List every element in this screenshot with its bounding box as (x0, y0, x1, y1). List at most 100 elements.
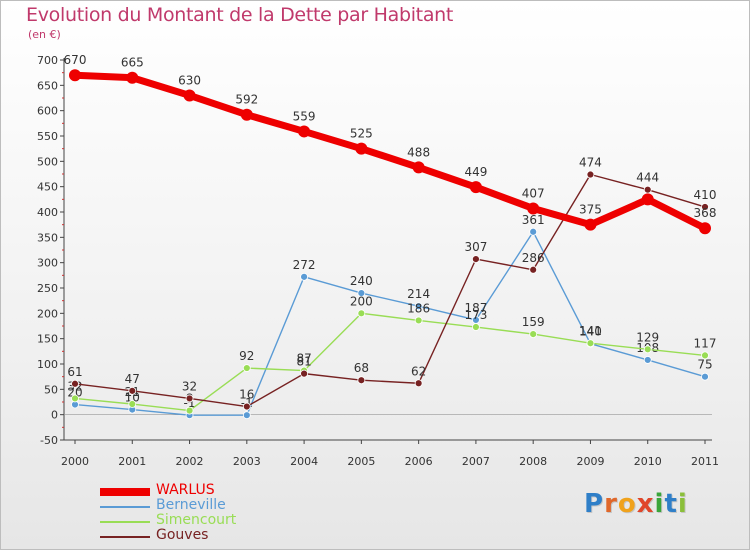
data-label: 559 (293, 109, 316, 123)
data-point (472, 323, 480, 331)
x-tick-label: 2010 (634, 455, 662, 468)
data-point (128, 386, 137, 395)
data-point (701, 372, 709, 381)
y-tick-label: 500 (37, 155, 58, 168)
logo-letter: r (604, 489, 618, 519)
data-point (185, 394, 194, 403)
data-point (242, 364, 251, 372)
chart-unit-label: (en €) (28, 28, 61, 41)
data-point (300, 272, 308, 281)
y-tick-label: 300 (37, 257, 58, 270)
data-point (469, 181, 482, 194)
chart-legend: WARLUS Berneville Simencourt Gouves (100, 482, 360, 544)
legend-swatch (100, 536, 150, 538)
series-line-gouves (74, 173, 706, 408)
y-tick-label: 250 (37, 282, 58, 295)
data-label: 92 (239, 349, 254, 363)
y-tick-label: 450 (37, 181, 58, 194)
legend-swatch (100, 521, 150, 523)
logo-letter: i (654, 489, 665, 519)
legend-label: Simencourt (156, 512, 237, 528)
data-label: 140 (579, 325, 602, 339)
data-point (643, 345, 652, 354)
data-point (412, 161, 425, 174)
data-point (643, 185, 652, 194)
legend-item-berneville: Berneville (100, 497, 360, 514)
legend-item-gouves: Gouves (100, 527, 360, 544)
x-tick-label: 2009 (576, 455, 604, 468)
data-point (527, 202, 540, 215)
data-label: 200 (350, 294, 373, 308)
y-tick-label: 650 (37, 79, 58, 92)
data-label: 307 (464, 240, 487, 254)
data-point (71, 379, 79, 388)
data-point (126, 71, 139, 84)
data-point (529, 265, 538, 274)
x-tick-label: 2001 (118, 455, 146, 468)
data-point (529, 330, 538, 339)
data-label: 407 (522, 186, 545, 200)
series-line-berneville (74, 231, 706, 416)
x-tick-label: 2005 (347, 455, 375, 468)
x-tick-label: 2002 (176, 455, 204, 468)
data-label: 488 (407, 145, 430, 159)
y-tick-label: 400 (37, 206, 58, 219)
data-label: 47 (125, 372, 140, 386)
y-tick-label: 700 (37, 54, 58, 67)
data-label: 361 (522, 213, 545, 227)
y-tick-label: 200 (37, 307, 58, 320)
data-label: 129 (636, 330, 659, 344)
data-point (529, 227, 538, 236)
y-tick-label: 550 (37, 130, 58, 143)
data-label: 286 (522, 251, 545, 265)
data-label: 62 (411, 364, 426, 378)
data-label: -1 (184, 396, 196, 410)
data-point (641, 193, 654, 206)
data-label: 272 (293, 258, 316, 272)
logo-letter: o (617, 489, 637, 519)
data-point (643, 356, 652, 364)
data-point (586, 170, 595, 179)
data-point (701, 351, 709, 360)
x-tick-label: 2007 (462, 455, 490, 468)
data-label: 186 (407, 301, 430, 315)
x-tick-label: 2004 (290, 455, 318, 468)
data-point (242, 402, 251, 411)
legend-label: Berneville (156, 497, 226, 513)
data-label: 81 (296, 355, 311, 369)
x-tick-label: 2000 (61, 455, 89, 468)
data-label: 449 (464, 165, 487, 179)
y-tick-label: 0 (51, 409, 58, 422)
y-tick-label: 600 (37, 105, 58, 118)
data-point (472, 255, 480, 264)
x-tick-label: 2006 (405, 455, 433, 468)
y-tick-label: 100 (37, 358, 58, 371)
y-tick-label: -50 (40, 434, 58, 447)
data-label: 368 (694, 206, 717, 220)
data-label: 87 (296, 352, 311, 366)
series-line-warlus (71, 71, 709, 232)
y-tick-label: 350 (37, 231, 58, 244)
legend-item-warlus: WARLUS (100, 482, 360, 499)
data-point (699, 222, 711, 235)
data-point (300, 369, 308, 378)
series-line-simencourt (74, 312, 706, 412)
data-point (701, 203, 709, 211)
data-label: 630 (178, 73, 201, 87)
data-label: 214 (407, 287, 430, 301)
data-label: 32 (182, 379, 197, 393)
data-label: 159 (522, 315, 545, 329)
logo-letter: t (664, 489, 678, 519)
logo-letter: P (584, 489, 605, 519)
data-label: 474 (579, 156, 602, 170)
data-label: 375 (579, 203, 602, 217)
logo-letter: x (636, 489, 655, 519)
data-label: 141 (579, 324, 602, 338)
data-point (183, 89, 196, 102)
data-label: 187 (464, 301, 487, 315)
legend-swatch (100, 506, 150, 508)
data-label: 68 (354, 361, 369, 375)
data-label: 10 (125, 391, 140, 405)
data-point (355, 142, 368, 155)
